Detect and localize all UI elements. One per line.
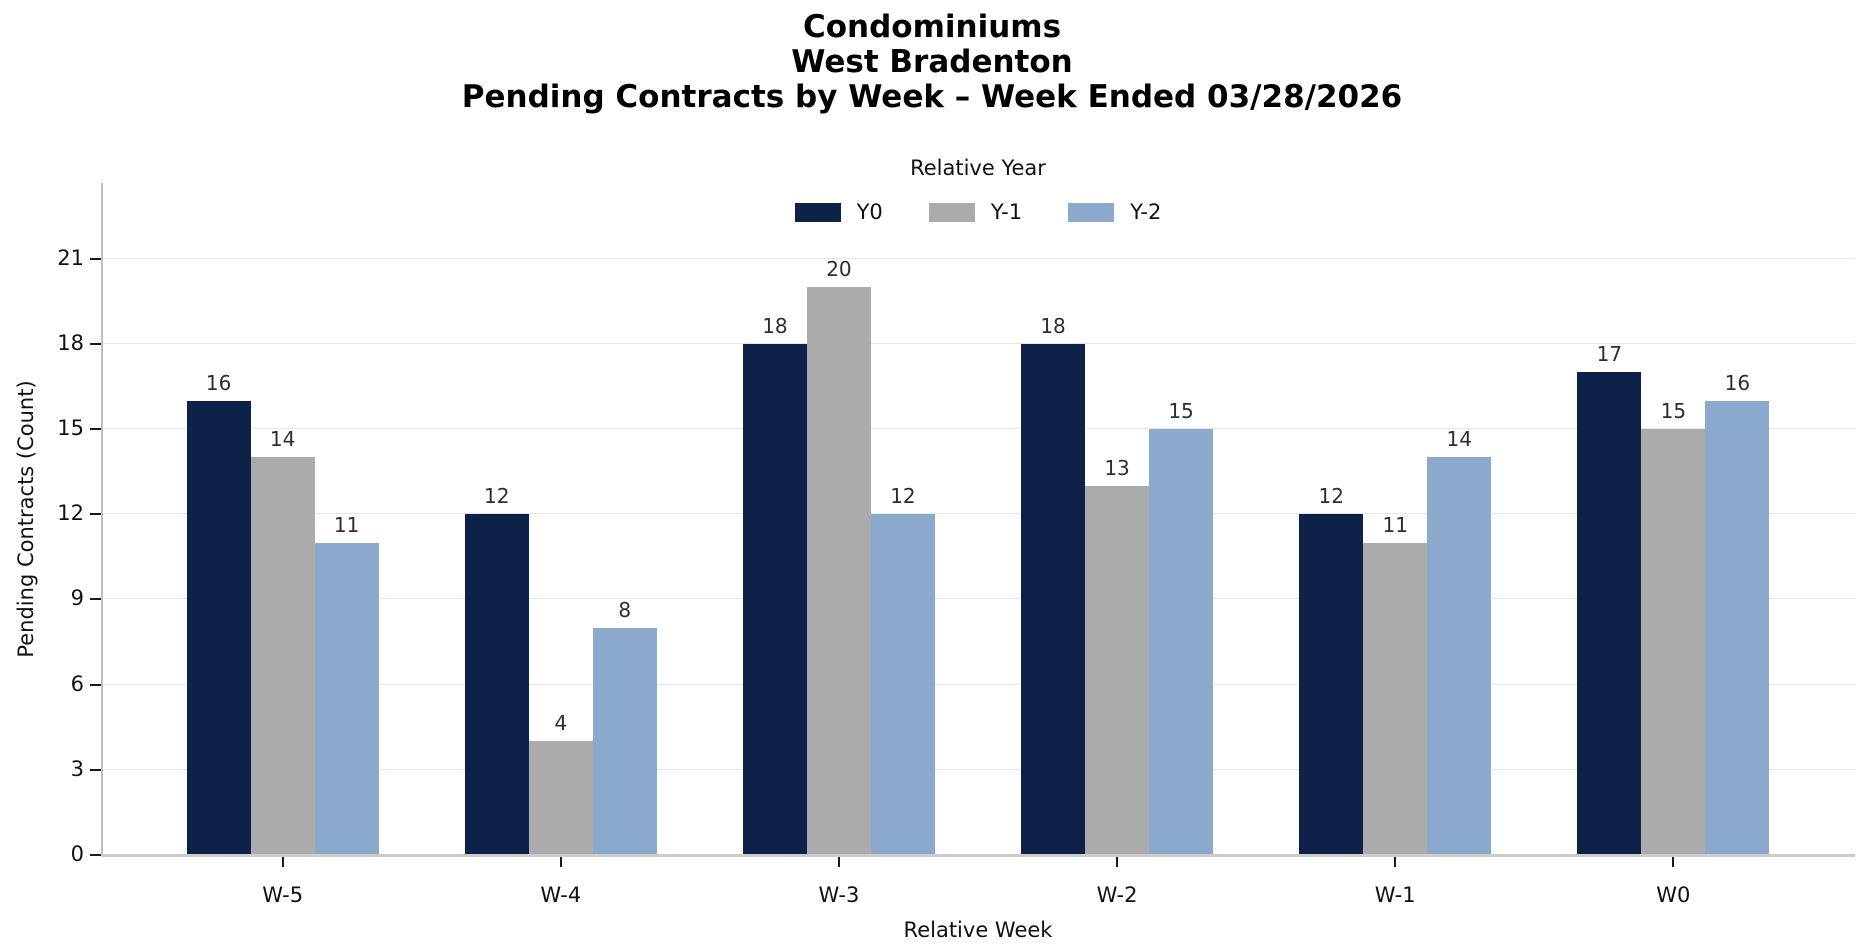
- gridline: [101, 598, 1855, 600]
- bar-y-2-w0: 16: [1705, 371, 1770, 855]
- bar-y0-w-3: 18: [742, 314, 807, 855]
- x-tick-label-w-4: W-4: [540, 883, 582, 907]
- bar-value-label: 16: [1724, 370, 1751, 395]
- y-tick-mark: [90, 342, 101, 345]
- gridline: [101, 513, 1855, 515]
- y-tick-label: 9: [70, 586, 84, 611]
- bar-value-label: 15: [1660, 398, 1687, 423]
- bar-y-1-w-4: 4: [528, 711, 593, 855]
- legend-swatch-y0: [794, 202, 841, 222]
- legend-title: Relative Year: [910, 156, 1046, 180]
- bar-value-label: 20: [826, 256, 852, 281]
- legend-swatch-y-2: [1068, 202, 1115, 222]
- y-tick-mark: [90, 598, 101, 601]
- x-axis-label: Relative Week: [903, 918, 1053, 942]
- y-tick-label: 6: [70, 671, 84, 696]
- bar-group-w0: 17 15 16 W0: [1577, 183, 1770, 907]
- y-axis-spine: [101, 183, 103, 855]
- bar-y0-w0: 17: [1577, 342, 1642, 855]
- bar-y0-w-5: 16: [186, 371, 251, 855]
- y-tick-mark: [90, 513, 101, 516]
- bar-value-label: 11: [333, 512, 360, 537]
- x-tick-mark: [1116, 856, 1119, 867]
- y-tick-mark: [90, 427, 101, 430]
- bar-y-1-w0: 15: [1641, 399, 1706, 855]
- bar-group-w-4: 12 4 8 W-4: [464, 183, 657, 907]
- bar-y-1-w-5: 14: [250, 427, 315, 855]
- x-tick-label-w-1: W-1: [1374, 883, 1416, 907]
- legend-entries: Y0 Y-1 Y-2: [794, 200, 1161, 224]
- legend-label-y-2: Y-2: [1130, 200, 1162, 224]
- x-tick-mark: [1672, 856, 1675, 867]
- y-tick-label: 21: [57, 245, 84, 270]
- bar-y-2-w-4: 8: [592, 598, 657, 855]
- bar-value-label: 13: [1104, 455, 1130, 480]
- chart-title: Condominiums West Bradenton Pending Cont…: [0, 10, 1864, 115]
- y-tick-mark: [90, 768, 101, 771]
- legend-entry-y-1: Y-1: [928, 200, 1023, 224]
- y-tick-mark: [90, 257, 101, 260]
- y-tick-mark: [90, 854, 101, 856]
- bar-group-w-1: 12 11 14 W-1: [1299, 183, 1492, 907]
- bar-value-label: 18: [1040, 313, 1066, 338]
- bar-y0-w-2: 18: [1021, 314, 1086, 855]
- bar-y0-w-1: 12: [1299, 484, 1364, 855]
- x-tick-mark: [1394, 856, 1397, 867]
- y-tick-label: 12: [57, 501, 84, 526]
- bar-value-label: 15: [1168, 398, 1194, 423]
- bar-group-w-3: 18 20 12 W-3: [742, 183, 935, 907]
- bar-y-1-w-1: 11: [1363, 513, 1428, 855]
- y-tick-label: 0: [70, 842, 84, 866]
- bar-y0-w-4: 12: [464, 484, 529, 855]
- x-tick-label-w-5: W-5: [262, 883, 304, 907]
- bar-y-2-w-3: 12: [870, 484, 935, 855]
- y-tick-label: 3: [70, 756, 84, 781]
- chart-title-line-1: Condominiums: [802, 9, 1062, 45]
- y-tick-label: 15: [57, 415, 84, 440]
- x-tick-label-w-3: W-3: [818, 883, 860, 907]
- legend-label-y0: Y0: [856, 200, 883, 224]
- chart-title-line-3: Pending Contracts by Week – Week Ended 0…: [461, 79, 1403, 115]
- bar-value-label: 18: [762, 313, 788, 338]
- gridline: [101, 683, 1855, 685]
- legend-swatch-y-1: [928, 202, 975, 222]
- y-tick-mark: [90, 683, 101, 686]
- bar-y-2-w-2: 15: [1149, 399, 1214, 855]
- bar-value-label: 12: [1318, 484, 1344, 509]
- bar-y-1-w-3: 20: [806, 257, 871, 855]
- legend-label-y-1: Y-1: [990, 200, 1023, 224]
- x-tick-label-w-2: W-2: [1096, 883, 1138, 907]
- bar-value-label: 4: [554, 711, 568, 736]
- bar-group-w-5: 16 14 11 W-5: [186, 183, 379, 907]
- gridline: [101, 342, 1855, 344]
- legend: Relative Year Y0 Y-1 Y-2: [101, 156, 1855, 224]
- x-tick-mark: [837, 856, 840, 867]
- legend-entry-y-2: Y-2: [1068, 200, 1161, 224]
- bar-value-label: 14: [269, 427, 296, 452]
- legend-entry-y0: Y0: [794, 200, 883, 224]
- x-tick-mark: [559, 856, 562, 867]
- bar-group-w-2: 18 13 15 W-2: [1021, 183, 1214, 907]
- bar-value-label: 17: [1596, 342, 1623, 367]
- bar-groups: 16 14 11 W-5 12 4 8 W-4 18 20 12 W-3 18 13 15 W-2 12 11 14…: [101, 183, 1855, 907]
- bar-value-label: 11: [1382, 512, 1408, 537]
- bar-value-label: 14: [1446, 427, 1472, 452]
- x-tick-label-w0: W0: [1656, 883, 1691, 907]
- bar-y-1-w-2: 13: [1085, 456, 1150, 855]
- bar-value-label: 12: [484, 484, 510, 509]
- x-axis-line: [101, 854, 1855, 857]
- chart-title-line-2: West Bradenton: [791, 44, 1073, 80]
- y-tick-label: 18: [57, 330, 84, 355]
- bar-value-label: 12: [890, 484, 916, 509]
- gridline: [101, 257, 1855, 259]
- bar-y-2-w-5: 11: [314, 513, 379, 855]
- bar-y-2-w-1: 14: [1427, 427, 1492, 855]
- gridline: [101, 427, 1855, 429]
- bar-value-label: 16: [205, 370, 232, 395]
- gridline: [101, 768, 1855, 770]
- bar-value-label: 8: [618, 597, 632, 622]
- x-tick-mark: [281, 856, 284, 867]
- plot-area: 16 14 11 W-5 12 4 8 W-4 18 20 12 W-3 18 13 15 W-2 12 11 14…: [57, 183, 1855, 907]
